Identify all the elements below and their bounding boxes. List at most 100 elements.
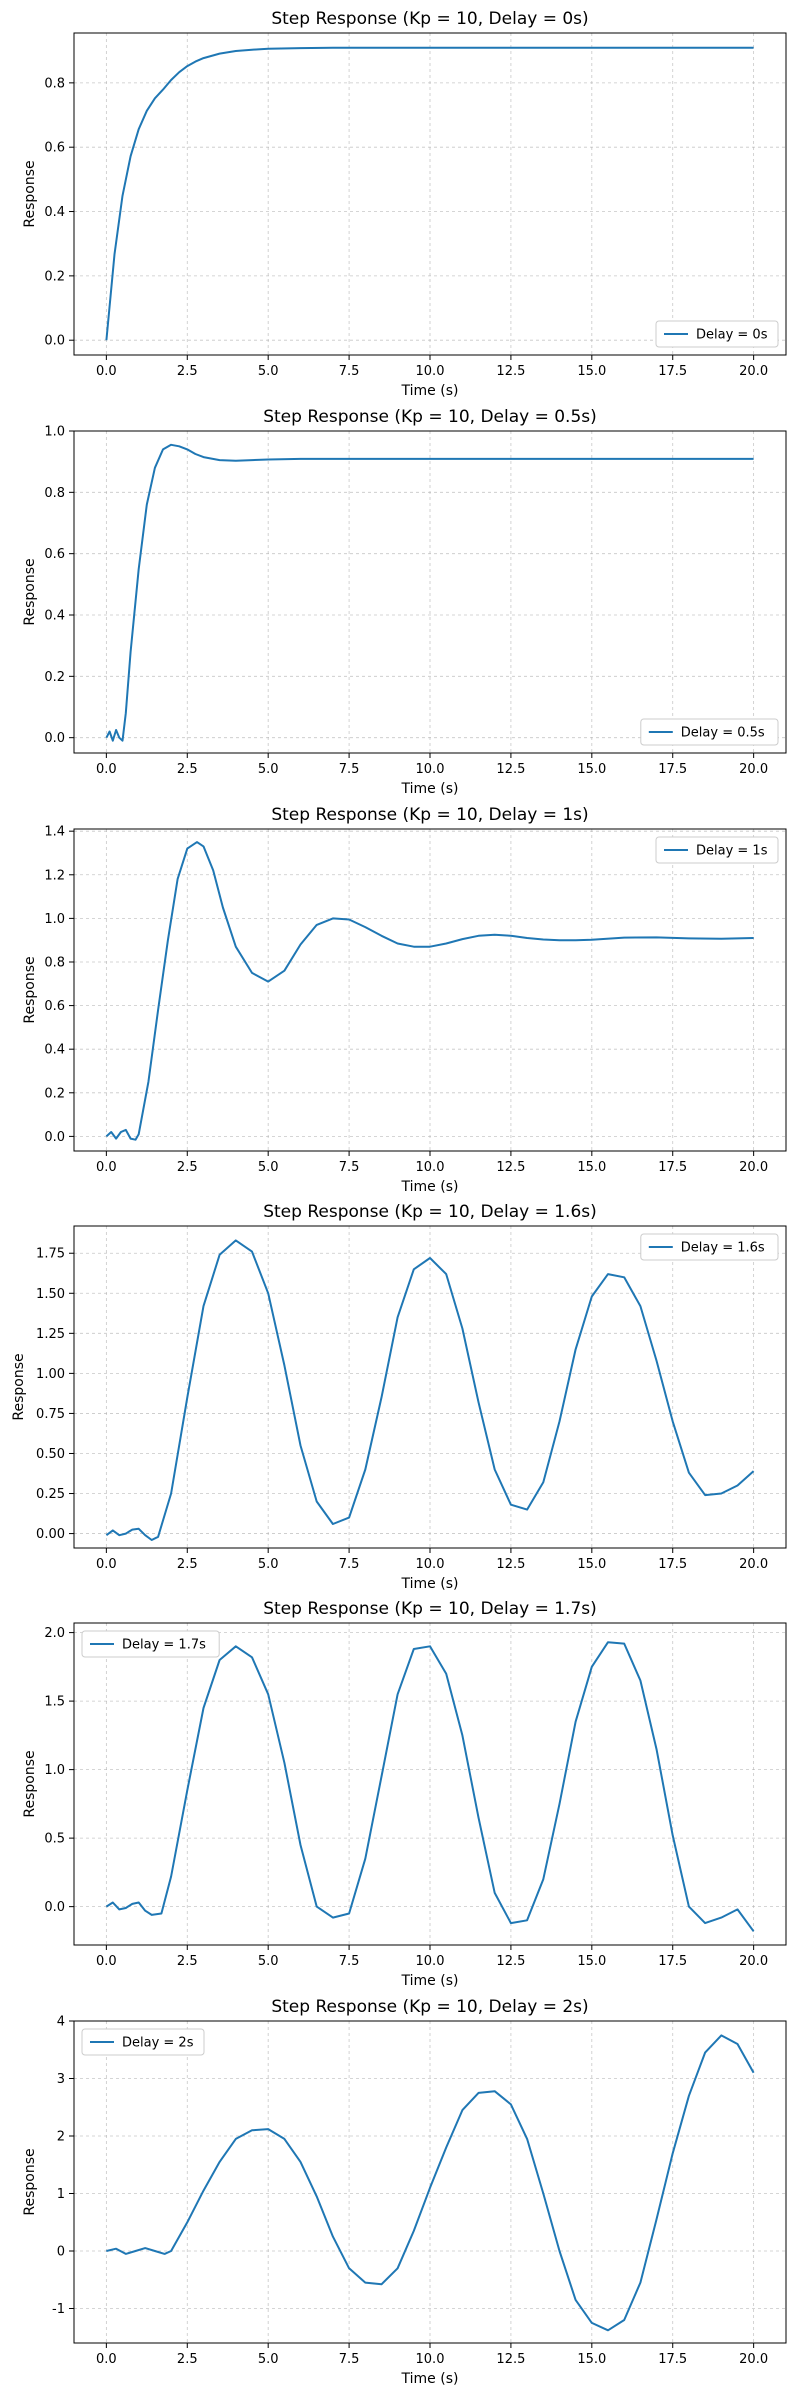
chart-panel-6: 0.0 2.5 5.0 7.5 10.0 12.5 15.0 17.5 20.0 -1 0 1 2 3 4 S… [22,1997,787,2387]
x-tick-label: 12.5 [496,1954,525,1969]
y-tick-label: 1.25 [36,1327,65,1342]
y-axis-label: Response [22,2148,38,2215]
series-line-1 [105,46,754,341]
x-tick-label: 0.0 [96,762,117,777]
chart-title: Step Response (Kp = 10, Delay = 1s) [271,805,588,825]
x-tick-label: 20.0 [739,364,768,379]
x-tick-label: 17.5 [658,1954,687,1969]
legend-label: Delay = 0.5s [681,726,765,741]
y-tick-label: 4 [57,2015,65,2030]
chart-title: Step Response (Kp = 10, Delay = 0.5s) [263,407,597,427]
y-tick-label: 0.8 [44,76,65,91]
y-tick-label: 0.75 [36,1407,65,1422]
y-axis-label: Response [22,558,38,625]
legend: Delay = 2s [81,2028,205,2056]
x-tick-label: 20.0 [739,762,768,777]
x-tick-label: 2.5 [177,1160,198,1175]
x-tick-label: 2.5 [177,364,198,379]
y-tick-label: 0.00 [36,1527,65,1542]
x-axis-label: Time (s) [401,383,459,399]
y-tick-label: 1.5 [44,1695,65,1710]
x-axis-label: Time (s) [401,2371,459,2387]
y-tick-label: 1.0 [44,1763,65,1778]
x-tick-label: 10.0 [416,2352,445,2367]
legend-frame [655,320,779,348]
y-tick-label: 0 [57,2245,65,2260]
legend-label: Delay = 2s [122,2036,194,2051]
y-tick-label: 0.8 [44,486,65,501]
x-tick-label: 0.0 [96,2352,117,2367]
chart-title: Step Response (Kp = 10, Delay = 0s) [271,9,588,29]
x-tick-label: 7.5 [339,364,360,379]
x-tick-label: 10.0 [416,364,445,379]
x-tick-label: 15.0 [577,1954,606,1969]
x-tick-label: 10.0 [416,1160,445,1175]
x-tick-label: 7.5 [339,2352,360,2367]
x-tick-label: 20.0 [739,1160,768,1175]
x-tick-label: 12.5 [496,2352,525,2367]
x-axis-label: Time (s) [401,1576,459,1592]
x-tick-label: 2.5 [177,1557,198,1572]
x-tick-label: 5.0 [258,2352,279,2367]
y-tick-label: 0.6 [44,547,65,562]
legend-frame [81,2028,205,2056]
x-axis-label: Time (s) [401,1973,459,1989]
y-tick-label: 2.0 [44,1626,65,1641]
y-tick-label: 0.0 [44,1900,65,1915]
y-axis-label: Response [22,160,38,227]
x-tick-label: 12.5 [496,1160,525,1175]
y-tick-label: 0.2 [44,670,65,685]
y-tick-label: 0.4 [44,1043,65,1058]
legend-label: Delay = 1.7s [122,1638,206,1653]
y-tick-label: 0.8 [44,955,65,970]
y-tick-label: 0.5 [44,1832,65,1847]
chart-panel-1: 0.0 2.5 5.0 7.5 10.0 12.5 15.0 17.5 20.0 0.0 0.2 0.… [22,9,787,399]
x-tick-label: 15.0 [577,1160,606,1175]
legend-label: Delay = 0s [696,328,768,343]
y-tick-label: 2 [57,2130,65,2145]
legend-frame [655,836,779,864]
x-tick-label: 17.5 [658,364,687,379]
legend: Delay = 1.7s [81,1630,220,1658]
chart-panel-5: 0.0 2.5 5.0 7.5 10.0 12.5 15.0 17.5 20.0 0.0 0.5 1.… [22,1599,787,1989]
x-tick-label: 17.5 [658,1557,687,1572]
x-tick-label: 2.5 [177,762,198,777]
legend: Delay = 1s [655,836,779,864]
legend: Delay = 0s [655,320,779,348]
x-tick-label: 20.0 [739,2352,768,2367]
x-tick-label: 0.0 [96,364,117,379]
x-tick-label: 7.5 [339,1160,360,1175]
legend: Delay = 0.5s [640,718,779,746]
x-tick-label: 20.0 [739,1954,768,1969]
y-tick-label: 0.4 [44,205,65,220]
y-tick-label: 0.25 [36,1487,65,1502]
x-tick-label: 15.0 [577,1557,606,1572]
x-tick-label: 17.5 [658,1160,687,1175]
x-axis-label: Time (s) [401,781,459,797]
x-tick-label: 15.0 [577,2352,606,2367]
chart-panel-3: 0.0 2.5 5.0 7.5 10.0 12.5 15.0 17.5 20.0 0.0 0.2 0.… [22,805,787,1195]
y-tick-label: 0.0 [44,334,65,349]
x-tick-label: 5.0 [258,1954,279,1969]
x-tick-label: 15.0 [577,762,606,777]
series-line-1 [106,2034,755,2332]
x-tick-label: 12.5 [496,1557,525,1572]
x-tick-label: 7.5 [339,1954,360,1969]
series-line-1 [105,1641,755,1932]
y-tick-label: 1.50 [36,1287,65,1302]
x-tick-label: 0.0 [96,1954,117,1969]
y-tick-label: 0.2 [44,1086,65,1101]
x-tick-label: 5.0 [258,1160,279,1175]
x-tick-label: 0.0 [96,1160,117,1175]
x-tick-label: 17.5 [658,2352,687,2367]
y-tick-label: 1.0 [44,425,65,440]
y-axis-label: Response [11,1353,27,1420]
y-tick-label: 1.75 [36,1247,65,1262]
x-tick-label: 5.0 [258,364,279,379]
y-tick-label: 0.6 [44,141,65,156]
y-tick-label: 1.4 [44,825,65,840]
x-tick-label: 5.0 [258,1557,279,1572]
x-tick-label: 10.0 [416,762,445,777]
y-tick-label: 0.50 [36,1447,65,1462]
legend-frame [640,1233,779,1261]
